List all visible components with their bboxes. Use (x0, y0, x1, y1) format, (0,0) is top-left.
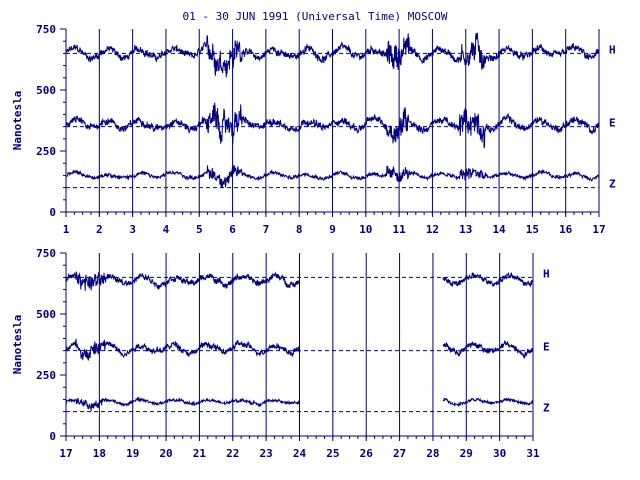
component-label-E: E (609, 117, 616, 130)
x-tick-label: 17 (592, 223, 605, 236)
x-tick-label: 18 (93, 447, 106, 460)
x-tick-label: 6 (229, 223, 236, 236)
x-tick-label: 4 (163, 223, 170, 236)
y-tick-label: 250 (36, 145, 56, 158)
x-tick-label: 5 (196, 223, 203, 236)
x-tick-label: 23 (260, 447, 273, 460)
x-tick-label: 11 (393, 223, 407, 236)
trace-Z (65, 396, 300, 412)
x-tick-label: 29 (460, 447, 473, 460)
panel-bottom: 17 18 19 20 21 22 23 24 25 26 27 28 29 30 31 0 250 500 750… (11, 247, 550, 460)
x-tick-label: 1 (63, 223, 70, 236)
component-label-H: H (543, 267, 550, 280)
component-label-Z: Z (543, 402, 550, 415)
x-tick-label: 12 (426, 223, 439, 236)
x-tick-label: 22 (226, 447, 239, 460)
y-tick-label: 0 (49, 430, 56, 443)
x-tick-label: 21 (193, 447, 207, 460)
x-tick-label: 7 (263, 223, 270, 236)
trace-H (65, 32, 600, 78)
trace-E (65, 338, 300, 361)
x-tick-label: 20 (159, 447, 172, 460)
x-tick-label: 9 (329, 223, 336, 236)
x-tick-label: 27 (393, 447, 406, 460)
trace-H (65, 271, 300, 291)
component-label-H: H (609, 43, 616, 56)
trace-Z (65, 165, 600, 188)
x-tick-label: 14 (492, 223, 506, 236)
x-tick-label: 25 (326, 447, 339, 460)
x-tick-label: 17 (59, 447, 72, 460)
x-tick-label: 15 (526, 223, 539, 236)
x-tick-label: 10 (359, 223, 372, 236)
y-tick-label: 0 (49, 206, 56, 219)
trace-E (65, 102, 600, 149)
y-axis-label: Nanotesla (11, 315, 24, 375)
x-tick-label: 28 (426, 447, 439, 460)
y-tick-label: 750 (36, 23, 56, 36)
trace-H (442, 271, 534, 288)
y-axis-label: Nanotesla (11, 91, 24, 151)
trace-E (442, 339, 534, 360)
y-tick-label: 500 (36, 308, 56, 321)
component-label-Z: Z (609, 178, 616, 191)
x-tick-label: 24 (293, 447, 307, 460)
x-tick-label: 26 (360, 447, 374, 460)
x-tick-label: 2 (96, 223, 103, 236)
chart-title: 01 - 30 JUN 1991 (Universal Time) MOSCOW (183, 10, 448, 23)
x-tick-label: 13 (459, 223, 472, 236)
panel-top: 1 2 3 4 5 6 7 8 9 10 11 12 13 14 15 16 170250500750Nanot… (11, 23, 616, 236)
x-tick-label: 31 (526, 447, 540, 460)
component-label-E: E (543, 341, 550, 354)
x-tick-label: 19 (126, 447, 139, 460)
y-tick-label: 500 (36, 84, 56, 97)
y-tick-label: 750 (36, 247, 56, 260)
y-tick-label: 250 (36, 369, 56, 382)
x-tick-label: 8 (296, 223, 303, 236)
x-tick-label: 3 (129, 223, 136, 236)
x-tick-label: 30 (493, 447, 506, 460)
x-tick-label: 16 (559, 223, 573, 236)
trace-Z (442, 397, 534, 408)
